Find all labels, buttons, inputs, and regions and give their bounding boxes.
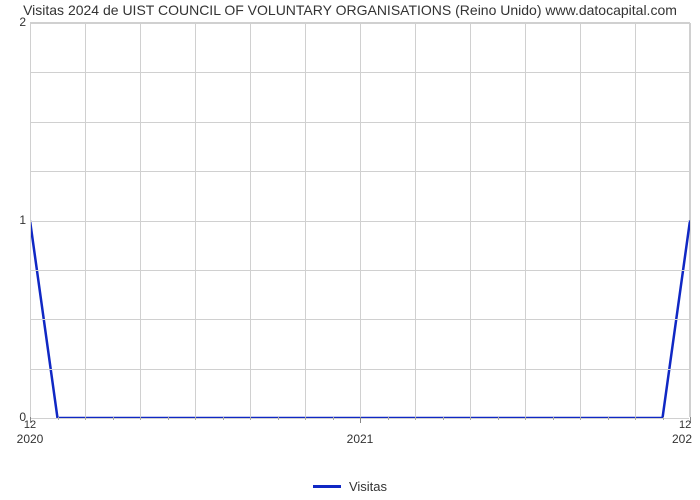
x-tick-minor: [250, 417, 251, 420]
x-tick-minor: [498, 417, 499, 420]
x-tick-minor: [168, 417, 169, 420]
x-tick-minor: [663, 417, 664, 420]
vgrid-line: [580, 23, 581, 417]
legend-label: Visitas: [349, 479, 387, 494]
x-tick-minor: [113, 417, 114, 420]
vgrid-line: [635, 23, 636, 417]
vgrid-line: [690, 23, 691, 417]
x-tick-label-minor: 12: [679, 419, 691, 431]
legend: Visitas: [0, 479, 700, 494]
x-tick-minor: [415, 417, 416, 420]
vgrid-line: [30, 23, 31, 417]
vgrid-line: [250, 23, 251, 417]
x-tick-minor: [58, 417, 59, 420]
x-tick-label-minor: 12: [24, 419, 36, 431]
vgrid-line: [470, 23, 471, 417]
x-tick-minor: [553, 417, 554, 420]
x-tick-label-major: 2020: [17, 432, 44, 446]
x-tick-minor: [580, 417, 581, 420]
x-tick-minor: [278, 417, 279, 420]
plot-wrap: 012202020212021212: [30, 22, 690, 430]
chart-container: Visitas 2024 de UIST COUNCIL OF VOLUNTAR…: [0, 0, 700, 500]
x-tick-label-major: 2021: [347, 432, 374, 446]
legend-swatch: [313, 485, 341, 488]
x-tick-minor: [85, 417, 86, 420]
plot-area: [30, 22, 690, 417]
x-tick-minor: [525, 417, 526, 420]
x-tick-minor: [443, 417, 444, 420]
y-tick-label: 1: [19, 213, 26, 227]
x-tick-minor: [635, 417, 636, 420]
vgrid-line: [525, 23, 526, 417]
x-tick-minor: [388, 417, 389, 420]
x-tick-minor: [195, 417, 196, 420]
vgrid-line: [415, 23, 416, 417]
chart-title: Visitas 2024 de UIST COUNCIL OF VOLUNTAR…: [0, 2, 700, 18]
x-tick-minor: [333, 417, 334, 420]
x-tick-minor: [470, 417, 471, 420]
x-tick-minor: [608, 417, 609, 420]
x-tick-major: [360, 417, 361, 423]
x-tick-label-major: 202: [672, 432, 692, 446]
vgrid-line: [305, 23, 306, 417]
x-tick-minor: [223, 417, 224, 420]
vgrid-line: [140, 23, 141, 417]
vgrid-line: [195, 23, 196, 417]
x-tick-minor: [305, 417, 306, 420]
y-tick-label: 2: [19, 15, 26, 29]
vgrid-line: [360, 23, 361, 417]
vgrid-line: [85, 23, 86, 417]
x-tick-minor: [140, 417, 141, 420]
